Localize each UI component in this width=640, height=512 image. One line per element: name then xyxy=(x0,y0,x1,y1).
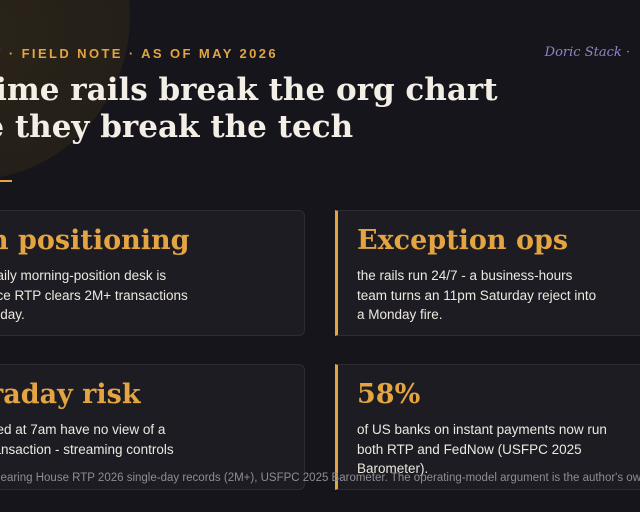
card-heading: Exception ops xyxy=(357,225,569,256)
page-title: -time rails break the org chart re they … xyxy=(0,72,498,146)
card-body-line: of US banks on instant payments now run xyxy=(357,422,607,437)
title-line-2: re they break the tech xyxy=(0,109,354,145)
source-footnote: learing House RTP 2026 single-day record… xyxy=(0,472,640,484)
card-body-line: a Monday fire. xyxy=(357,307,443,322)
card-heading: 58% xyxy=(357,379,421,410)
card-body-line: daily morning-position desk is xyxy=(0,268,167,283)
card-body: daily morning-position desk is nce RTP c… xyxy=(0,266,188,325)
card-body: hed at 7am have no view of a ransaction … xyxy=(0,420,174,479)
card-intraday-risk: raday risk hed at 7am have no view of a … xyxy=(0,364,305,490)
card-heading: raday risk xyxy=(0,379,141,410)
card-body-line: Barometer). xyxy=(357,461,429,476)
title-line-1: -time rails break the org chart xyxy=(0,72,498,108)
card-body-line: g. xyxy=(0,459,174,479)
card-body-line: both RTP and FedNow (USFPC 2025 xyxy=(357,441,582,457)
card-stat-58: 58% of US banks on instant payments now … xyxy=(335,364,640,490)
card-body-line: hed at 7am have no view of a xyxy=(0,422,166,437)
card-body: the rails run 24/7 - a business-hours te… xyxy=(357,266,596,325)
card-heading: h positioning xyxy=(0,225,190,256)
card-body-line: e day. xyxy=(0,307,25,322)
card-exception-ops: Exception ops the rails run 24/7 - a bus… xyxy=(335,210,640,336)
card-body-line: ransaction - streaming controls xyxy=(0,441,174,457)
eyebrow-label: Y · FIELD NOTE · AS OF MAY 2026 xyxy=(0,46,279,61)
card-body-line: nce RTP clears 2M+ transactions xyxy=(0,287,188,303)
card-body: of US banks on instant payments now run … xyxy=(357,420,607,479)
title-accent-bar xyxy=(0,180,12,182)
brand-label: Doric Stack · xyxy=(544,45,630,60)
card-cash-positioning: h positioning daily morning-position des… xyxy=(0,210,305,336)
card-body-line: the rails run 24/7 - a business-hours xyxy=(357,268,573,283)
card-body-line: team turns an 11pm Saturday reject into xyxy=(357,287,597,303)
